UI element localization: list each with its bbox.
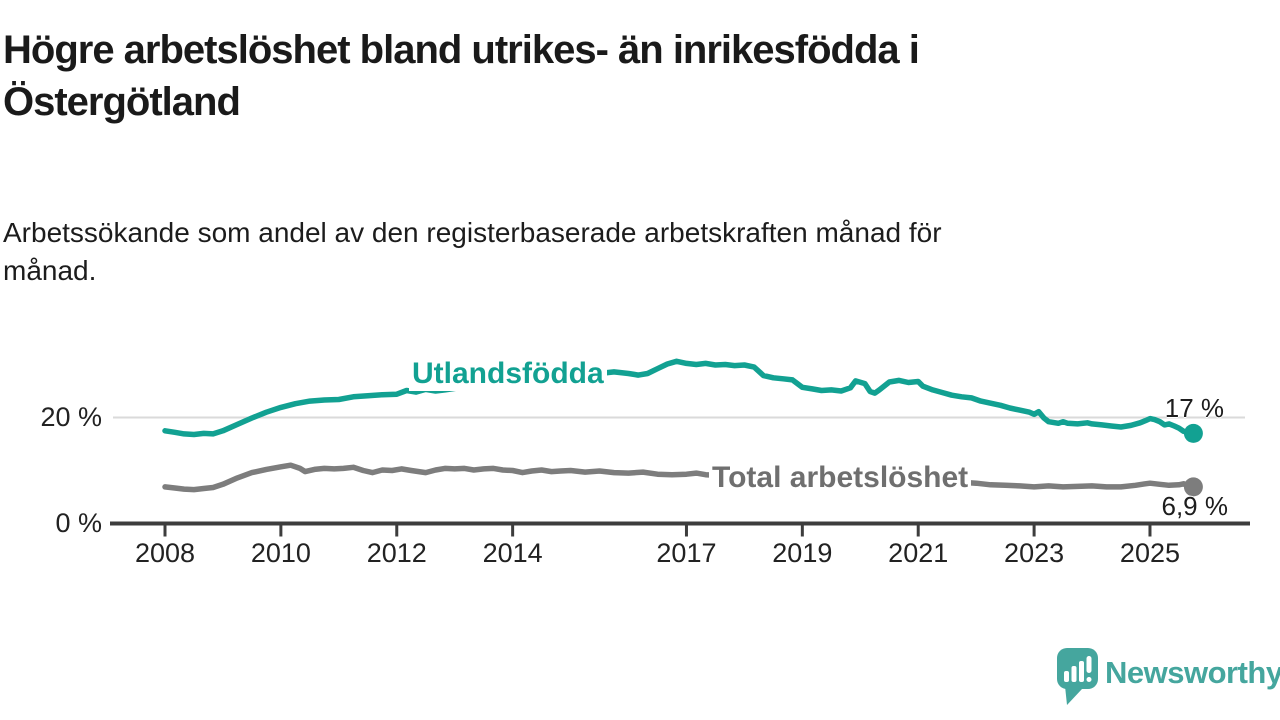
- page-title-line-1: Högre arbetslöshet bland utrikes- än inr…: [3, 28, 920, 72]
- y-axis-tick-label: 20 %: [40, 401, 102, 432]
- series-label-total-arbetsloshet: Total arbetslöshet: [709, 461, 972, 495]
- page-title: Högre arbetslöshet bland utrikes- än inr…: [3, 24, 1173, 128]
- x-axis-tick-label: 2025: [1119, 538, 1180, 568]
- x-axis-tick-label: 2021: [888, 538, 949, 568]
- page-title-line-2: Östergötland: [3, 80, 241, 124]
- series-line-1: [162, 358, 1197, 438]
- newsworthy-wordmark: Newsworthy: [1105, 655, 1280, 690]
- x-axis-tick-label: 2017: [656, 538, 717, 568]
- y-axis-tick-label: 0 %: [55, 507, 102, 538]
- x-axis-tick-label: 2008: [134, 538, 196, 568]
- chart-subtitle-line-2: månad.: [3, 255, 97, 286]
- x-axis-labels: 2008 2010 2012 2014 2017 2019 2021 2023 2025: [0, 538, 1280, 572]
- x-axis-tick-label: 2014: [482, 538, 543, 568]
- y-axis-labels: 0 % 20 %: [0, 0, 106, 720]
- end-value-label-total-arbetsloshet: 6,9 %: [1161, 491, 1229, 521]
- series-end-dot-1: [1183, 423, 1203, 443]
- chart-subtitle: Arbetssökande som andel av den registerb…: [3, 214, 1183, 290]
- series-line-2: [162, 462, 1197, 493]
- newsworthy-logo: Newsworthy: [1055, 646, 1280, 708]
- chart-subtitle-line-1: Arbetssökande som andel av den registerb…: [3, 217, 942, 248]
- newsworthy-bar-chart-bubble-icon: [1057, 648, 1098, 705]
- x-axis-tick-label: 2010: [250, 538, 311, 568]
- series-label-utlandsfodda: Utlandsfödda: [409, 357, 607, 391]
- x-axis-tick-label: 2023: [1004, 538, 1065, 568]
- series-end-dot-2: [1183, 477, 1203, 497]
- x-axis-tick-label: 2012: [366, 538, 427, 568]
- x-axis-tick-label: 2019: [772, 538, 833, 568]
- end-value-label-utlandsfodda: 17 %: [1164, 393, 1224, 423]
